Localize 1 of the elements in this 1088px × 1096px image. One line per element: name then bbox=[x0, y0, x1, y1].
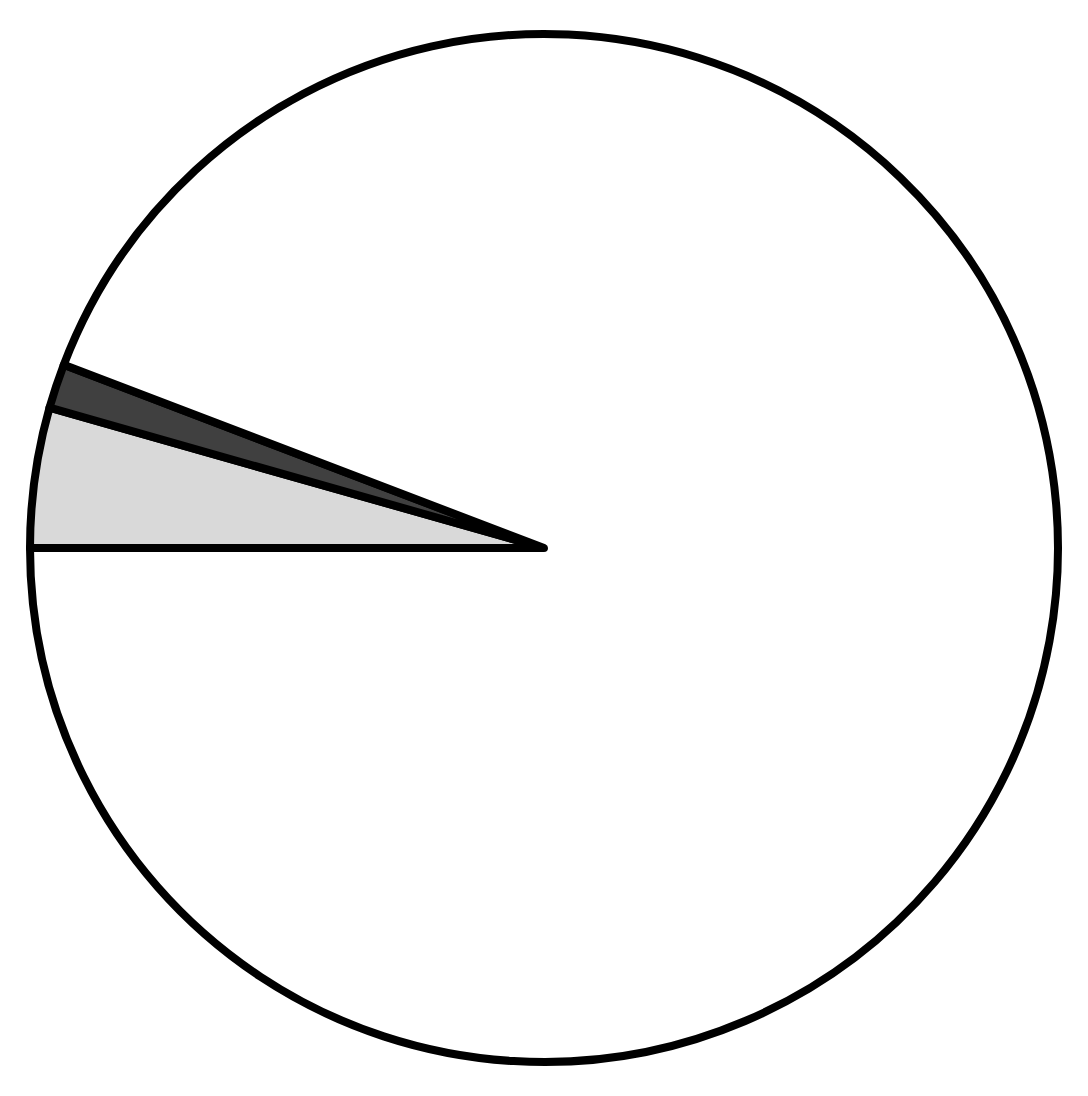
pie-slice bbox=[26, 30, 1062, 1066]
